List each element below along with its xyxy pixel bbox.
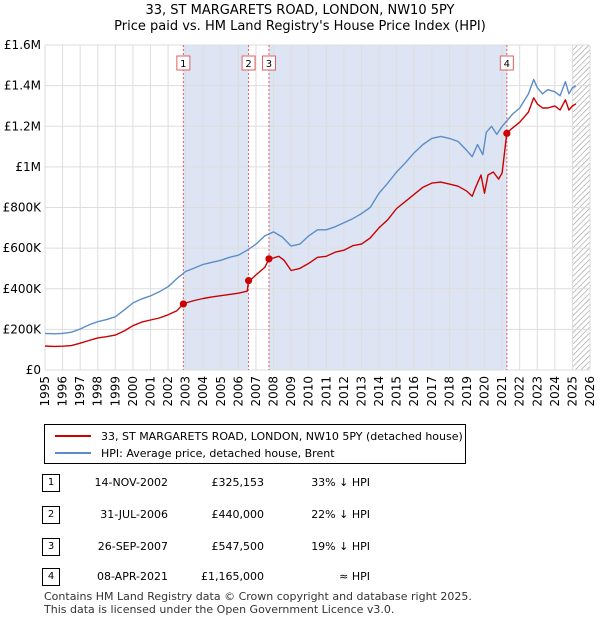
x-tick-label: 2001 <box>143 376 157 407</box>
legend-item-price: 33, ST MARGARETS ROAD, LONDON, NW10 5PY … <box>55 428 463 444</box>
x-tick-label: 2014 <box>372 376 386 407</box>
transaction-price: £440,000 <box>211 508 265 521</box>
x-tick-label: 2021 <box>495 376 509 407</box>
y-tick-label: £800K <box>3 201 43 215</box>
x-tick-label: 2022 <box>513 376 527 407</box>
x-tick-label: 2020 <box>478 376 492 407</box>
x-tick-label: 2009 <box>284 376 298 407</box>
transaction-hpi-diff: 19% ↓ HPI <box>311 540 370 553</box>
x-tick-label: 1999 <box>108 376 122 407</box>
transaction-marker <box>179 300 187 308</box>
x-tick-label: 2016 <box>407 376 421 407</box>
x-tick-label: 2005 <box>214 376 228 407</box>
x-tick-label: 1995 <box>38 376 52 407</box>
y-tick-label: £0 <box>26 363 41 377</box>
x-tick-label: 2012 <box>337 376 351 407</box>
y-tick-label: £1.4M <box>4 79 41 93</box>
transaction-date: 26-SEP-2007 <box>97 540 168 553</box>
x-tick-label: 2011 <box>319 376 333 407</box>
x-tick-label: 2015 <box>390 376 404 407</box>
transaction-box <box>261 55 276 71</box>
x-tick-label: 1998 <box>91 376 105 407</box>
y-tick-label: £200K <box>3 322 43 336</box>
x-tick-label: 2008 <box>267 376 281 407</box>
transaction-price: £325,153 <box>211 476 265 489</box>
transaction-row: 4 08-APR-2021 £1,165,000 ≈ HPI <box>0 566 600 588</box>
price-chart: 1 2 3 4 £0 £200K £400K £600K £800K £1M £1.2M £1.4M… <box>3 38 597 407</box>
legend-label-hpi: HPI: Average price, detached house, Bren… <box>101 446 335 460</box>
x-tick-label: 2023 <box>530 376 544 407</box>
y-tick-label: £400K <box>3 282 43 296</box>
transaction-marker <box>244 277 253 285</box>
transaction-date: 31-JUL-2006 <box>100 508 168 521</box>
x-tick-label: 2006 <box>231 376 245 407</box>
transaction-hpi-diff: 33% ↓ HPI <box>311 476 370 489</box>
transaction-box <box>176 55 191 71</box>
transaction-number: 4 <box>42 568 60 586</box>
x-tick-label: 2000 <box>126 376 140 407</box>
transaction-row: 2 31-JUL-2006 £440,000 22% ↓ HPI <box>0 504 600 526</box>
transaction-price: £547,500 <box>211 540 265 553</box>
y-tick-label: £1.2M <box>4 119 41 133</box>
legend-swatch-price <box>55 435 91 437</box>
x-tick-label: 2010 <box>302 376 316 407</box>
footer-copyright: Contains HM Land Registry data © Crown c… <box>44 590 472 603</box>
x-tick-label: 2019 <box>460 376 474 407</box>
x-tick-label: 2003 <box>179 376 193 407</box>
transaction-hpi-diff: ≈ HPI <box>339 570 370 583</box>
transaction-box-label: 3 <box>266 59 272 70</box>
transaction-box-label: 4 <box>504 59 510 70</box>
y-tick-label: £600K <box>3 241 43 255</box>
footer-licence: This data is licensed under the Open Gov… <box>44 603 395 616</box>
legend-swatch-hpi <box>55 452 91 454</box>
legend-label-price: 33, ST MARGARETS ROAD, LONDON, NW10 5PY … <box>101 429 463 443</box>
x-tick-label: 2018 <box>442 376 456 407</box>
transaction-row: 1 14-NOV-2002 £325,153 33% ↓ HPI <box>0 472 600 494</box>
transaction-box-label: 2 <box>245 59 251 70</box>
legend-item-hpi: HPI: Average price, detached house, Bren… <box>55 445 335 461</box>
hpi-line <box>44 78 577 335</box>
y-tick-label: £1M <box>15 160 41 174</box>
x-tick-label: 1997 <box>73 376 87 407</box>
transaction-box-label: 1 <box>180 59 186 70</box>
x-tick-label: 2024 <box>548 376 562 407</box>
transaction-box <box>499 55 514 71</box>
transaction-marker <box>265 255 273 263</box>
transaction-box <box>241 55 256 71</box>
transaction-date: 08-APR-2021 <box>96 570 168 583</box>
x-tick-label: 2017 <box>425 376 439 407</box>
transaction-number: 2 <box>42 506 60 524</box>
chart-subtitle: Price paid vs. HM Land Registry's House … <box>114 19 486 34</box>
x-tick-label: 2007 <box>249 376 263 407</box>
chart-legend: 33, ST MARGARETS ROAD, LONDON, NW10 5PY … <box>44 424 466 464</box>
x-tick-label: 2002 <box>161 376 175 407</box>
x-tick-label: 2026 <box>583 376 597 407</box>
transaction-price: £1,165,000 <box>201 570 264 583</box>
y-tick-label: £1.6M <box>4 38 41 52</box>
x-tick-label: 2013 <box>354 376 368 407</box>
transaction-hpi-diff: 22% ↓ HPI <box>311 508 370 521</box>
chart-title-address: 33, ST MARGARETS ROAD, LONDON, NW10 5PY <box>145 3 455 18</box>
x-tick-label: 1996 <box>56 376 70 407</box>
x-tick-label: 2004 <box>196 376 210 407</box>
transaction-row: 3 26-SEP-2007 £547,500 19% ↓ HPI <box>0 536 600 558</box>
transaction-number: 1 <box>42 474 60 492</box>
transaction-number: 3 <box>42 538 60 556</box>
transaction-date: 14-NOV-2002 <box>94 476 168 489</box>
x-tick-label: 2025 <box>565 376 579 407</box>
transaction-marker <box>503 129 511 137</box>
